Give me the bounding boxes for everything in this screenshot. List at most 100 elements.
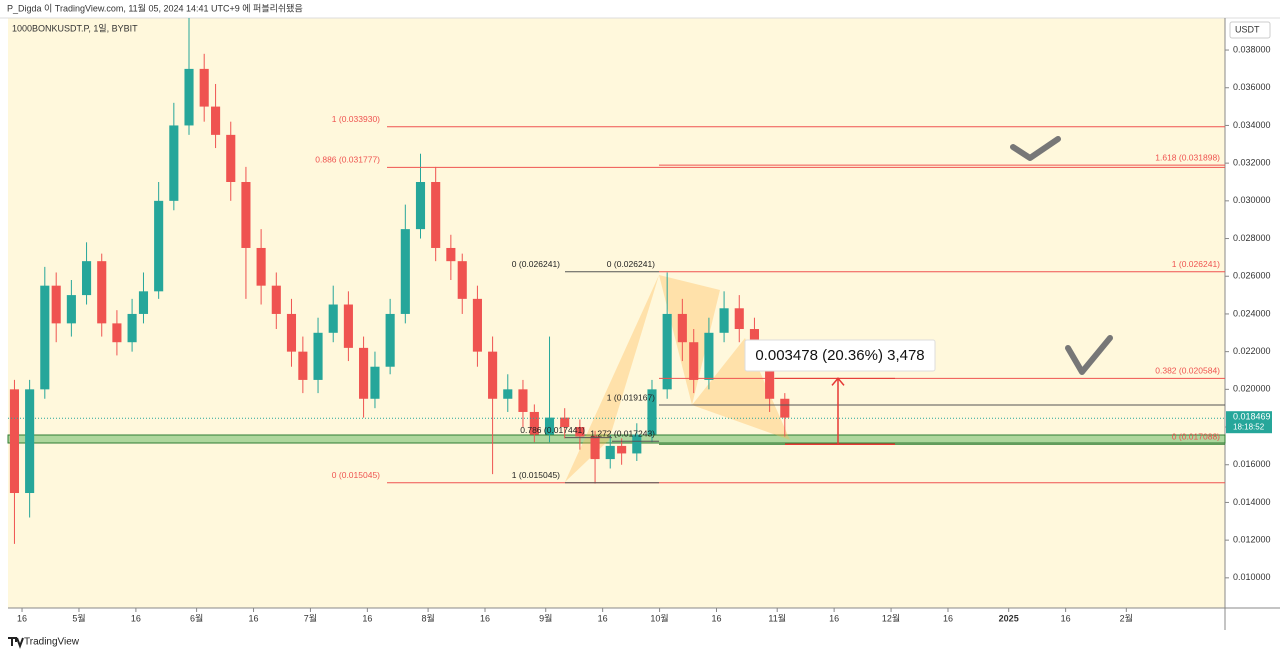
y-tick-label: 0.030000 — [1233, 195, 1271, 205]
fib-label: 1 (0.026241) — [1172, 259, 1220, 269]
x-tick-label: 10월 — [650, 612, 668, 623]
candle-body — [590, 436, 600, 460]
candle-body — [488, 351, 498, 399]
fib-label: 0 (0.017088) — [1172, 431, 1220, 441]
candle-body — [719, 308, 729, 333]
candle-body — [529, 411, 539, 435]
fib-label: 1.272 (0.017243) — [590, 429, 655, 439]
x-tick-label: 5월 — [72, 612, 85, 623]
y-tick-label: 0.010000 — [1233, 572, 1271, 582]
y-tick-label: 0.034000 — [1233, 120, 1271, 130]
candle-body — [9, 389, 20, 494]
x-tick-label: 16 — [711, 613, 721, 623]
y-tick-label: 0.022000 — [1233, 346, 1271, 356]
fib-label: 0.886 (0.031777) — [315, 155, 380, 165]
candle-body — [328, 304, 338, 333]
candle-body — [780, 398, 790, 418]
pattern-shape — [659, 275, 720, 405]
chart-layer: 0.0100000.0120000.0140000.0160000.018000… — [7, 18, 1272, 623]
pattern-shape — [692, 338, 790, 440]
x-tick-label: 16 — [829, 613, 839, 623]
candle-body — [503, 389, 513, 399]
y-tick-label: 0.024000 — [1233, 308, 1271, 318]
candle-body — [647, 389, 657, 435]
fib-label: 1 (0.033930) — [332, 114, 380, 124]
candle-body — [734, 308, 744, 330]
checkmark — [1010, 136, 1061, 161]
brand-logo — [8, 637, 24, 649]
fib-label: 0.786 (0.017441) — [520, 425, 585, 435]
y-tick-label: 0.020000 — [1233, 384, 1271, 394]
x-tick-label: 16 — [249, 613, 259, 623]
candle-body — [415, 181, 426, 230]
measure-label: 0.003478 (20.36%) 3,478 — [755, 347, 924, 364]
candle-body — [25, 389, 35, 494]
candle-body — [40, 285, 50, 390]
candle-body — [431, 181, 441, 248]
candle-body — [81, 261, 92, 296]
candle-body — [632, 434, 642, 454]
x-tick-label: 16 — [131, 613, 141, 623]
candle-body — [313, 332, 323, 380]
candle-body — [370, 366, 380, 399]
candle-body — [271, 285, 281, 314]
y-tick-label: 0.014000 — [1233, 497, 1271, 507]
currency-box[interactable] — [1229, 21, 1271, 39]
y-tick-label: 0.038000 — [1233, 44, 1271, 54]
candle-body — [575, 427, 585, 437]
fib-label: 1.618 (0.031898) — [1155, 152, 1220, 162]
symbol-title: 1000BONKUSDT.P, 1일, BYBIT — [12, 23, 138, 33]
candle-body — [677, 313, 687, 343]
candle-body — [211, 106, 221, 135]
x-tick-label: 8월 — [421, 612, 434, 623]
candle-body — [472, 298, 482, 352]
candle-body — [127, 313, 137, 343]
x-tick-label: 6월 — [190, 612, 203, 623]
x-tick-label: 16 — [17, 613, 27, 623]
candle-body — [97, 261, 107, 324]
candle-body — [400, 229, 410, 314]
x-tick-label: 2025 — [999, 613, 1019, 623]
candle-body — [241, 181, 251, 248]
measure-arrowhead — [831, 377, 845, 386]
x-tick-label: 16 — [1061, 613, 1071, 623]
candle-body — [256, 247, 266, 286]
x-tick-label: 11월 — [768, 612, 786, 623]
candle-body — [169, 125, 179, 201]
support-zone — [7, 434, 1226, 444]
candle-body — [112, 323, 122, 343]
y-tick-label: 0.032000 — [1233, 158, 1271, 168]
candle-body — [199, 68, 209, 107]
candle-body — [138, 291, 149, 314]
candle-body — [66, 295, 76, 324]
last-price-label: 0.018469 — [1233, 412, 1271, 422]
publisher: P_Digda 이 TradingView.com, 11월 05, 2024 … — [7, 2, 303, 13]
candle-body — [605, 445, 615, 460]
x-tick-label: 7월 — [304, 612, 317, 623]
plot-area — [8, 18, 1225, 608]
currency-label: USDT — [1235, 24, 1260, 34]
fib-label: 1 (0.015045) — [512, 470, 560, 480]
candle-body — [226, 134, 236, 182]
candle-body — [560, 417, 570, 428]
y-tick-label: 0.028000 — [1233, 233, 1271, 243]
candle-body — [518, 389, 528, 412]
y-tick-label: 0.026000 — [1233, 271, 1271, 281]
candle-body — [298, 351, 308, 380]
x-tick-label: 2월 — [1120, 612, 1133, 623]
candle-body — [662, 313, 672, 390]
last-price-box — [1226, 411, 1272, 434]
candle-body — [154, 200, 164, 292]
candle-body — [385, 313, 395, 367]
candle-body — [544, 417, 555, 435]
countdown: 18:18:52 — [1233, 422, 1265, 431]
checkmark — [1065, 335, 1113, 375]
candle-body — [765, 361, 775, 399]
fib-label: 1 (0.019167) — [607, 392, 655, 402]
candle-body — [343, 304, 353, 348]
candle-body — [51, 285, 61, 324]
fib-label: 0 (0.026241) — [607, 259, 655, 269]
candle-body — [184, 68, 194, 126]
y-tick-label: 0.036000 — [1233, 82, 1271, 92]
